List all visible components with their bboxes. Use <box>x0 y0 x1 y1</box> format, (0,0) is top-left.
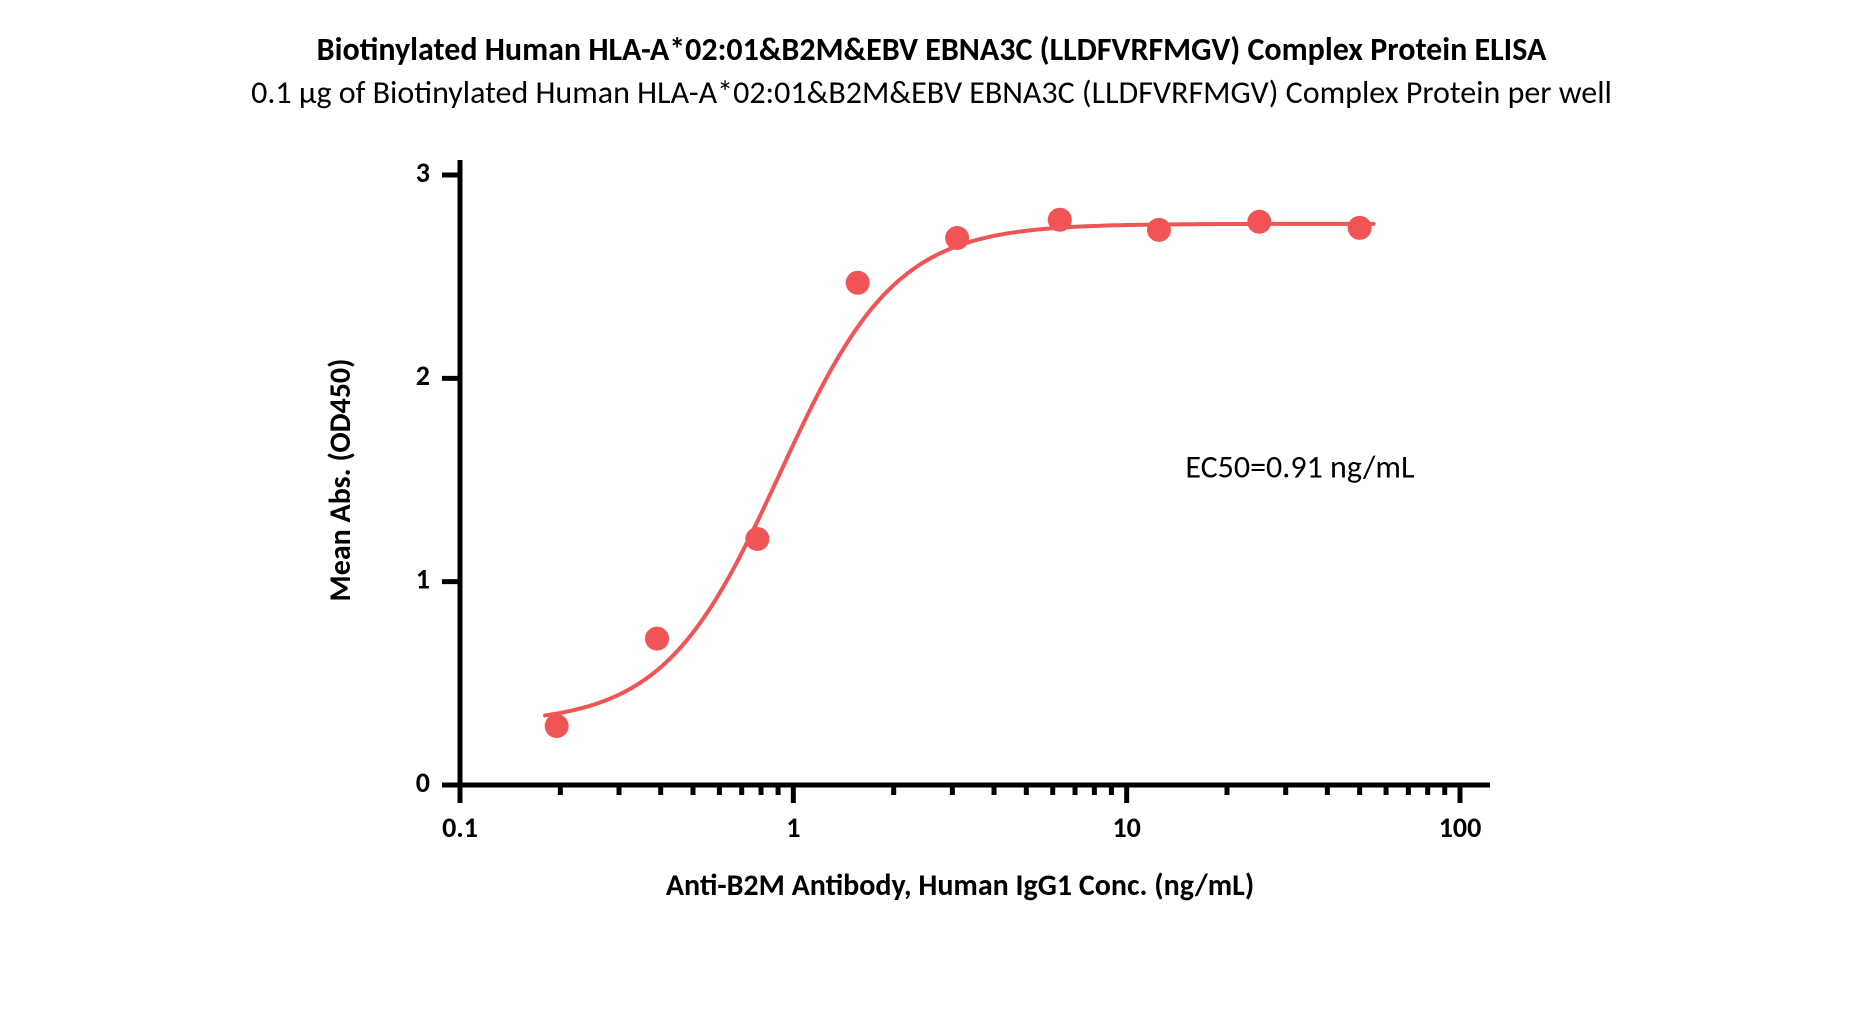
chart-svg: 0 1 2 3 0.1 1 10 100 Anti-B2M Antibody, Human Ig… <box>310 155 1540 955</box>
x-axis-label: Anti-B2M Antibody, Human IgG1 Conc. (ng/… <box>666 867 1254 904</box>
data-point <box>545 714 569 738</box>
x-tick-label: 1 <box>786 810 800 845</box>
data-point <box>745 527 769 551</box>
x-tick-label: 100 <box>1439 810 1482 845</box>
ec50-annotation: EC50=0.91 ng/mL <box>1185 447 1414 486</box>
data-point <box>1048 208 1072 232</box>
data-point <box>945 226 969 250</box>
y-tick-label: 2 <box>416 358 430 393</box>
y-tick-label: 0 <box>416 765 430 800</box>
title-block: Biotinylated Human HLA-A*02:01&B2M&EBV E… <box>0 30 1863 112</box>
data-point <box>1247 210 1271 234</box>
data-point <box>645 627 669 651</box>
data-point <box>1348 216 1372 240</box>
x-tick-label: 10 <box>1112 810 1140 845</box>
chart-area: 0 1 2 3 0.1 1 10 100 Anti-B2M Antibody, Human Ig… <box>310 155 1540 955</box>
y-tick-label: 1 <box>416 561 430 596</box>
y-tick-label: 3 <box>416 155 430 190</box>
data-point <box>846 271 870 295</box>
y-axis-label: Mean Abs. (OD450) <box>322 359 359 602</box>
title-main: Biotinylated Human HLA-A*02:01&B2M&EBV E… <box>0 30 1863 69</box>
chart-root: Biotinylated Human HLA-A*02:01&B2M&EBV E… <box>0 0 1863 1023</box>
data-point <box>1147 218 1171 242</box>
title-sub: 0.1 μg of Biotinylated Human HLA-A*02:01… <box>0 73 1863 112</box>
x-tick-label: 0.1 <box>442 810 478 845</box>
